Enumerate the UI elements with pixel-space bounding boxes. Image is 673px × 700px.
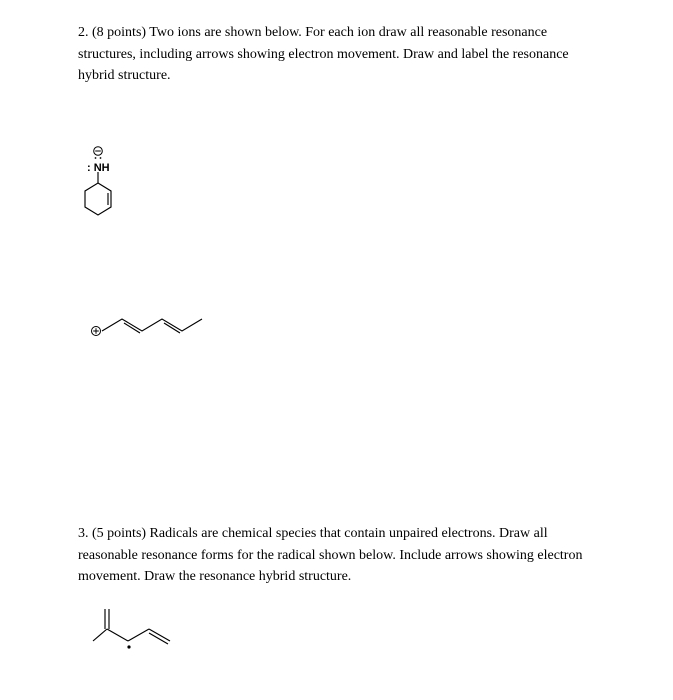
structure-3-region — [78, 604, 603, 674]
structure-2-region — [78, 305, 603, 385]
question-3-text: 3. (5 points) Radicals are chemical spec… — [78, 523, 603, 588]
structure-3-svg — [86, 604, 196, 659]
question-2-text: 2. (8 points) Two ions are shown below. … — [78, 22, 603, 87]
structure-1-region: : NH — [78, 145, 603, 295]
nh-label: : NH — [87, 160, 110, 177]
structure-2-svg — [88, 305, 218, 355]
